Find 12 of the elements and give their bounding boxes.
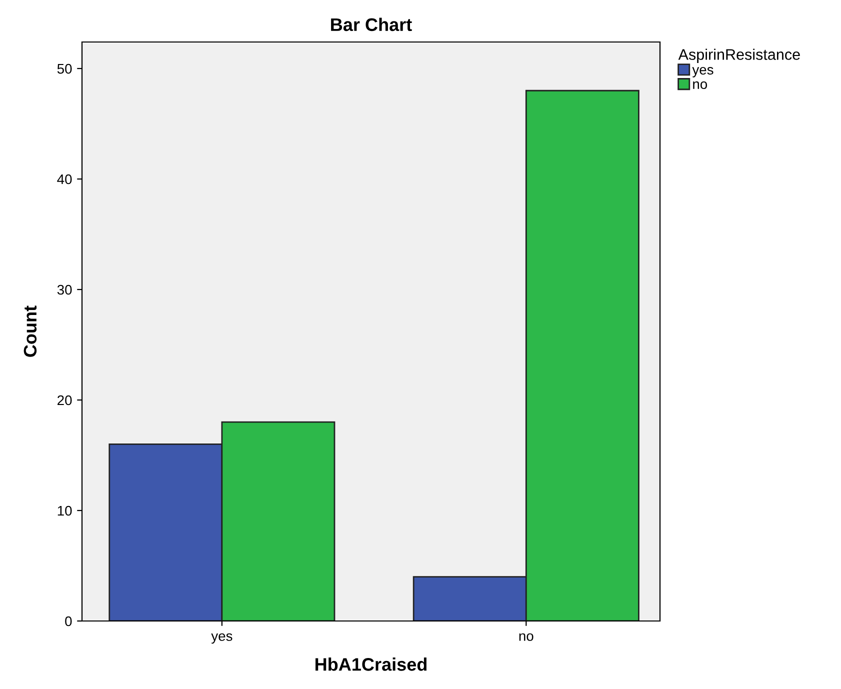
legend-label: no xyxy=(693,81,708,90)
legend-title: AspirinResistance xyxy=(678,48,800,63)
x-axis-title: HbA1Craised xyxy=(316,658,427,671)
y-axis-title: Count xyxy=(24,306,37,357)
y-tick-label: 10 xyxy=(58,506,72,516)
y-tick-label: 30 xyxy=(57,284,72,295)
y-tick-label: 40 xyxy=(57,174,72,184)
legend-label: yes xyxy=(692,67,714,78)
y-tick-label: 0 xyxy=(65,616,72,626)
chart-title: Bar Chart xyxy=(331,18,412,32)
y-tick-label: 50 xyxy=(57,64,72,74)
y-tick-label: 20 xyxy=(58,395,72,406)
